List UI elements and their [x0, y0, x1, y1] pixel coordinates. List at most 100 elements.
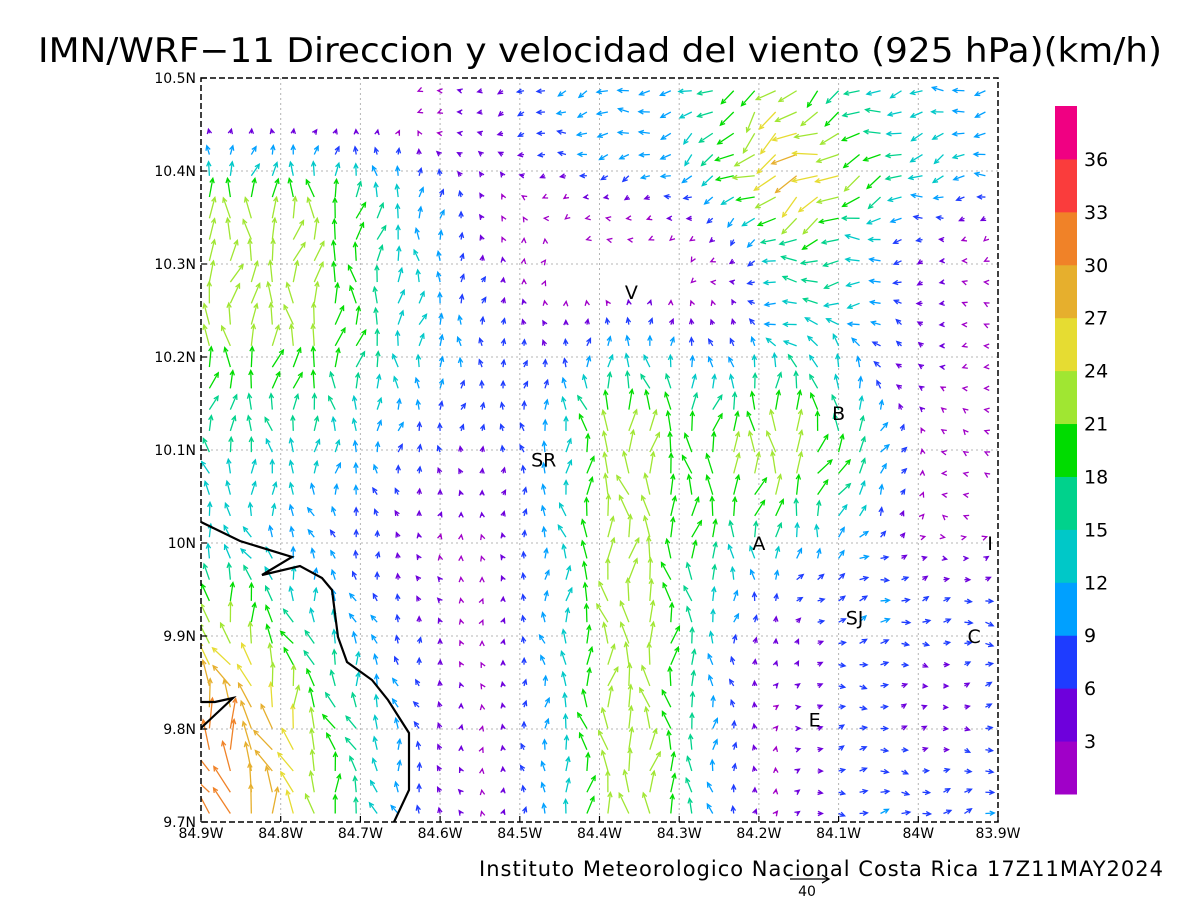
wind-vector [756, 154, 777, 175]
wind-vector [778, 238, 797, 246]
colorbar-label: 9 [1084, 625, 1096, 647]
wind-vector [961, 280, 968, 286]
wind-vector [815, 196, 839, 204]
wind-vector [623, 194, 631, 201]
wind-vector [796, 573, 805, 581]
wind-vector [331, 260, 337, 283]
y-tick-label: 9.9N [163, 629, 196, 645]
wind-vector [540, 760, 546, 772]
wind-vector [824, 111, 840, 127]
wind-vector [479, 788, 486, 796]
wind-vector [752, 636, 758, 644]
wind-vector [628, 536, 640, 559]
colorbar-segment [1055, 106, 1077, 160]
wind-vector [334, 326, 346, 347]
wind-vector [241, 720, 252, 750]
wind-vector [940, 428, 947, 435]
wind-vector [964, 726, 971, 732]
wind-vector [500, 723, 506, 730]
wind-vector [265, 437, 273, 453]
wind-vector [867, 236, 881, 243]
wind-vector [922, 746, 929, 753]
wind-vector [733, 410, 740, 432]
wind-vector [207, 500, 213, 516]
wind-vector [649, 750, 661, 772]
wind-vector [201, 460, 210, 474]
wind-vector [857, 375, 864, 389]
y-tick-label: 10N [168, 536, 196, 552]
colorbar-segment [1055, 370, 1077, 425]
wind-vector [212, 786, 231, 814]
place-label: C [967, 626, 980, 648]
wind-vector [243, 740, 252, 772]
wind-vector [436, 270, 442, 283]
wind-vector [313, 240, 325, 262]
wind-vector [225, 479, 231, 495]
wind-vector [649, 599, 656, 623]
wind-vector [622, 768, 630, 793]
wind-vector [733, 153, 756, 167]
wind-vector [373, 146, 380, 155]
wind-vector [689, 626, 695, 644]
wind-vector [689, 690, 696, 708]
wind-vector [416, 509, 422, 517]
wind-vector [670, 515, 676, 538]
wind-vector [353, 796, 359, 814]
wind-vector [922, 768, 931, 774]
wind-vector [962, 450, 969, 457]
wind-vector [794, 683, 801, 689]
wind-vector [344, 736, 357, 751]
wind-vector [822, 260, 839, 268]
wind-vector [951, 87, 965, 94]
wind-vector [458, 210, 464, 219]
wind-vector [565, 586, 573, 602]
wind-vector [943, 618, 952, 624]
wind-vector [562, 300, 569, 307]
wind-vector [586, 645, 594, 665]
wind-vector [460, 402, 467, 410]
wind-vector [799, 259, 818, 266]
wind-vector [500, 680, 506, 688]
wind-vector [796, 428, 804, 453]
wind-vector [202, 437, 210, 453]
wind-vector [922, 662, 929, 668]
wind-vector [437, 637, 443, 645]
wind-vector [372, 714, 379, 729]
x-tick-label: 84.9W [178, 826, 223, 842]
wind-vector [889, 90, 902, 99]
wind-vector [331, 648, 338, 665]
wind-vector [303, 649, 315, 666]
wind-vector [659, 90, 672, 97]
wind-vector [943, 661, 951, 668]
wind-vector [962, 555, 970, 562]
wind-vector [271, 161, 279, 177]
wind-vector [866, 175, 881, 190]
wind-vector [561, 395, 567, 410]
wind-vector [951, 153, 965, 160]
wind-vector [416, 636, 423, 644]
wind-vector [266, 280, 273, 304]
wind-vector [543, 378, 549, 389]
wind-vector [307, 528, 315, 538]
wind-vector [563, 734, 570, 750]
wind-vector [517, 131, 525, 138]
wind-vector [683, 432, 693, 453]
wind-vector [983, 343, 990, 349]
wind-vector [960, 535, 968, 541]
wind-vector [706, 781, 714, 793]
wind-vector [331, 505, 337, 517]
wind-vector [355, 304, 362, 325]
wind-vector [983, 302, 990, 308]
wind-vector [865, 90, 881, 96]
wind-vector [985, 621, 995, 627]
wind-vector [806, 90, 819, 109]
wind-vector [747, 299, 755, 306]
wind-vector [250, 458, 257, 474]
wind-vector [271, 323, 281, 347]
wind-vector [376, 201, 385, 219]
wind-vector [478, 358, 484, 368]
wind-vector [730, 239, 736, 247]
wind-vector [457, 314, 463, 325]
y-tick-label: 10.3N [154, 257, 196, 273]
colorbar-segment [1055, 741, 1077, 795]
